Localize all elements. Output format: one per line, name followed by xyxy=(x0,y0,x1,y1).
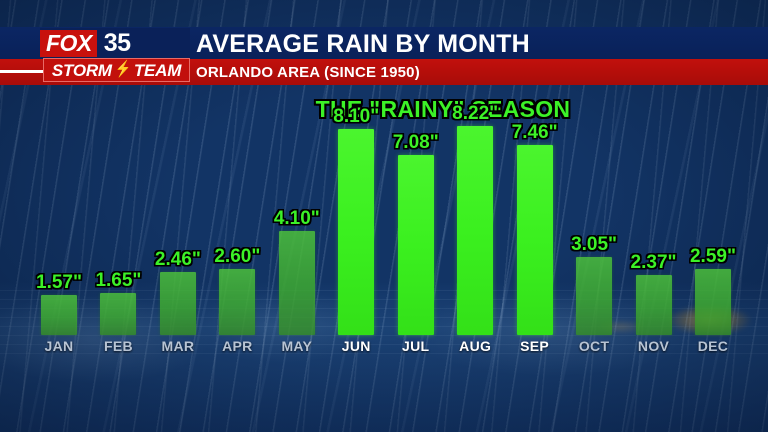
bar-column: 2.60" xyxy=(214,85,260,335)
bar-column: 4.10" xyxy=(274,85,320,335)
bar xyxy=(159,272,196,335)
page-title: AVERAGE RAIN BY MONTH xyxy=(196,30,530,58)
month-label: FEB xyxy=(104,338,133,354)
bar xyxy=(100,293,137,335)
lightning-bolt-icon: ⚡ xyxy=(114,61,131,78)
month-label: MAR xyxy=(161,338,195,354)
month-label: JUN xyxy=(341,338,371,354)
bar-column: 2.37" xyxy=(631,85,677,335)
bar-value-label: 1.57" xyxy=(36,272,82,293)
month-label: DEC xyxy=(697,338,729,354)
station-logo: FOX 35 STORM ⚡ TEAM xyxy=(40,28,190,85)
bar xyxy=(694,269,731,335)
bar-column: 7.08" xyxy=(393,85,439,335)
month-label: JUL xyxy=(402,338,430,354)
bar xyxy=(457,126,494,335)
bar xyxy=(278,231,315,335)
bar-column: 1.57" xyxy=(36,85,82,335)
month-axis: JAN FEB MAR APR MAY JUN JUL AUG SEP OCT NOV DEC xyxy=(36,335,736,359)
bar xyxy=(635,275,672,335)
bar-value-label: 2.37" xyxy=(630,252,677,273)
month-label: SEP xyxy=(520,338,550,354)
bar-value-label: 3.05" xyxy=(571,234,618,255)
page-subtitle: ORLANDO AREA (SINCE 1950) xyxy=(196,64,420,81)
bar xyxy=(41,295,77,335)
bar-column: 1.65" xyxy=(95,85,141,335)
bar-value-label: 1.65" xyxy=(95,270,142,291)
bar-value-label: 7.46" xyxy=(511,122,558,143)
bar-column: 2.59" xyxy=(690,85,736,335)
header-rule xyxy=(0,70,60,73)
month-label: APR xyxy=(222,338,253,354)
month-label: JAN xyxy=(44,338,74,354)
bar-value-label: 2.59" xyxy=(689,246,736,267)
bar-value-label: 8.10" xyxy=(333,106,380,127)
month-label: NOV xyxy=(637,338,670,354)
bar-value-label: 2.46" xyxy=(154,249,201,270)
rainfall-bar-chart: 1.57" 1.65" 2.46" 2.60" 4.10" 8.10" 7.08" 8.22"… xyxy=(0,85,768,432)
bar-column: 8.10" xyxy=(333,85,379,335)
fox-channel-lockup: FOX 35 xyxy=(40,28,190,58)
storm-word: STORM xyxy=(51,60,112,80)
bar-value-label: 2.60" xyxy=(214,246,261,267)
bar-value-label: 7.08" xyxy=(392,132,439,153)
bar-column: 7.46" xyxy=(512,85,558,335)
month-label: OCT xyxy=(578,338,610,354)
fox-wordmark-box: FOX xyxy=(40,29,97,57)
month-label: MAY xyxy=(281,338,313,354)
bar-group: 1.57" 1.65" 2.46" 2.60" 4.10" 8.10" 7.08" 8.22"… xyxy=(36,85,736,335)
bar xyxy=(397,155,434,335)
channel-number: 35 xyxy=(103,28,131,57)
bar xyxy=(516,145,553,335)
storm-team-banner: STORM ⚡ TEAM xyxy=(43,58,190,82)
bar xyxy=(219,269,256,335)
bar-column: 3.05" xyxy=(571,85,617,335)
month-label: AUG xyxy=(459,338,492,354)
fox-wordmark: FOX xyxy=(46,29,92,56)
bar xyxy=(338,129,375,335)
bar-value-label: 4.10" xyxy=(273,208,320,229)
bar-column: 8.22" xyxy=(452,85,498,335)
team-word: TEAM xyxy=(133,60,182,80)
bar-column: 2.46" xyxy=(155,85,201,335)
bar-value-label: 8.22" xyxy=(452,103,499,124)
bar xyxy=(576,257,613,335)
